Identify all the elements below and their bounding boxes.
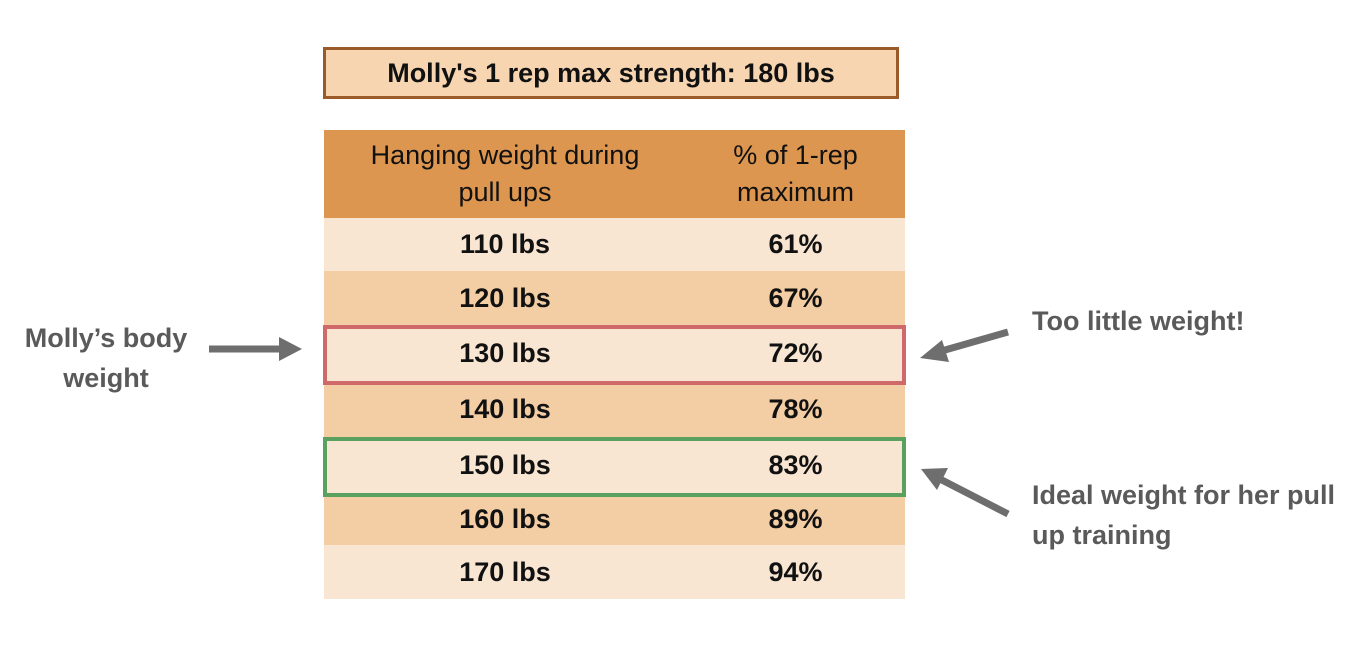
table-header: Hanging weight during pull ups % of 1-re… bbox=[324, 130, 905, 218]
row-weight: 120 lbs bbox=[459, 283, 551, 313]
row-weight: 140 lbs bbox=[459, 394, 551, 424]
table-row: 120 lbs 67% bbox=[324, 271, 905, 326]
row-percent: 61% bbox=[768, 229, 823, 259]
table-row: 150 lbs 83% bbox=[324, 438, 905, 493]
row-percent: 78% bbox=[768, 394, 823, 424]
header-weight: Hanging weight during pull ups bbox=[370, 140, 640, 207]
row-percent: 72% bbox=[768, 338, 823, 368]
row-percent: 89% bbox=[768, 503, 823, 534]
label-ideal-text: Ideal weight for her pull up training bbox=[1032, 480, 1336, 550]
table-row: 170 lbs 94% bbox=[324, 545, 905, 599]
table-row: 140 lbs 78% bbox=[324, 381, 905, 438]
row-percent: 94% bbox=[768, 556, 823, 587]
label-too-little: Too little weight! bbox=[1032, 306, 1245, 336]
title-box: Molly's 1 rep max strength: 180 lbs bbox=[323, 47, 899, 99]
row-percent: 67% bbox=[768, 283, 823, 313]
row-weight: 170 lbs bbox=[459, 556, 551, 587]
row-weight: 160 lbs bbox=[459, 503, 551, 534]
row-weight: 110 lbs bbox=[459, 229, 551, 259]
header-percent: % of 1-rep maximum bbox=[733, 140, 858, 207]
weight-table: Hanging weight during pull ups % of 1-re… bbox=[324, 130, 905, 599]
label-body-weight: Molly’s body weight bbox=[24, 323, 188, 393]
arrow-right-icon bbox=[209, 337, 302, 361]
arrow-left-icon bbox=[921, 468, 1010, 518]
title-text: Molly's 1 rep max strength: 180 lbs bbox=[387, 57, 835, 88]
table-row: 110 lbs 61% bbox=[324, 218, 905, 271]
arrow-left-icon bbox=[920, 328, 1009, 362]
row-weight: 130 lbs bbox=[459, 338, 551, 368]
table-row: 160 lbs 89% bbox=[324, 493, 905, 545]
row-percent: 83% bbox=[768, 450, 823, 480]
table-row: 130 lbs 72% bbox=[324, 326, 905, 381]
row-weight: 150 lbs bbox=[459, 450, 551, 480]
label-ideal: Ideal weight for her pull up training bbox=[1032, 475, 1342, 555]
